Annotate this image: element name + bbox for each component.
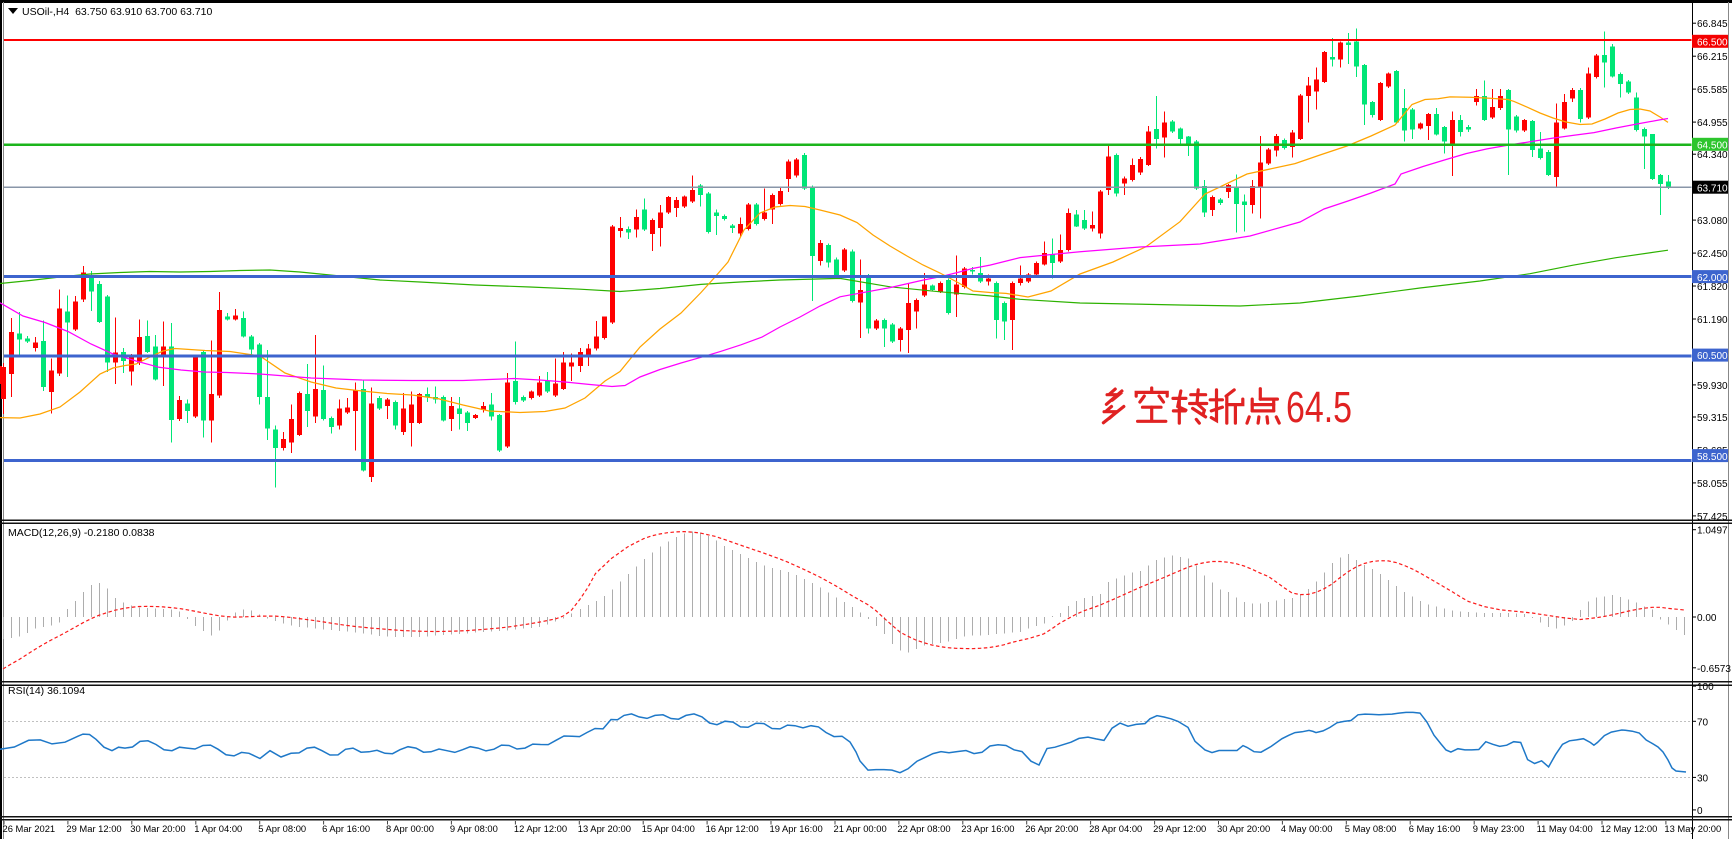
svg-text:70: 70 xyxy=(1697,717,1709,728)
svg-text:19 Apr 16:00: 19 Apr 16:00 xyxy=(770,823,823,834)
svg-text:100: 100 xyxy=(1697,682,1714,693)
svg-text:21 Apr 00:00: 21 Apr 00:00 xyxy=(834,823,887,834)
svg-text:59.930: 59.930 xyxy=(1697,381,1728,392)
svg-text:57.425: 57.425 xyxy=(1697,512,1728,523)
svg-text:64.955: 64.955 xyxy=(1697,118,1728,129)
svg-text:USOil-,H4 63.750 63.910 63.70: USOil-,H4 63.750 63.910 63.700 63.710 xyxy=(22,6,212,18)
svg-text:23 Apr 16:00: 23 Apr 16:00 xyxy=(961,823,1014,834)
svg-text:12 May 12:00: 12 May 12:00 xyxy=(1601,823,1658,834)
svg-text:15 Apr 04:00: 15 Apr 04:00 xyxy=(642,823,695,834)
svg-text:61.820: 61.820 xyxy=(1697,282,1728,293)
svg-text:61.190: 61.190 xyxy=(1697,315,1728,326)
svg-text:62.000: 62.000 xyxy=(1697,273,1728,284)
svg-text:30 Mar 20:00: 30 Mar 20:00 xyxy=(130,823,185,834)
svg-text:59.315: 59.315 xyxy=(1697,413,1728,424)
svg-text:8 Apr 00:00: 8 Apr 00:00 xyxy=(386,823,434,834)
svg-text:1 Apr 04:00: 1 Apr 04:00 xyxy=(194,823,242,834)
svg-text:12 Apr 12:00: 12 Apr 12:00 xyxy=(514,823,567,834)
svg-text:63.080: 63.080 xyxy=(1697,216,1728,227)
svg-text:66.845: 66.845 xyxy=(1697,19,1728,30)
svg-text:58.055: 58.055 xyxy=(1697,479,1728,490)
svg-text:22 Apr 08:00: 22 Apr 08:00 xyxy=(897,823,950,834)
svg-text:62.450: 62.450 xyxy=(1697,249,1728,260)
svg-text:30: 30 xyxy=(1697,773,1709,784)
svg-text:64.500: 64.500 xyxy=(1697,141,1728,152)
svg-text:26 Apr 20:00: 26 Apr 20:00 xyxy=(1025,823,1078,834)
svg-text:66.500: 66.500 xyxy=(1697,38,1728,49)
svg-text:29 Apr 12:00: 29 Apr 12:00 xyxy=(1153,823,1206,834)
svg-text:26 Mar 2021: 26 Mar 2021 xyxy=(3,823,56,834)
svg-text:64.5: 64.5 xyxy=(1286,383,1352,432)
svg-text:RSI(14) 36.1094: RSI(14) 36.1094 xyxy=(8,685,85,697)
svg-text:29 Mar 12:00: 29 Mar 12:00 xyxy=(66,823,121,834)
svg-text:MACD(12,26,9) -0.2180 0.0838: MACD(12,26,9) -0.2180 0.0838 xyxy=(8,527,155,539)
svg-text:28 Apr 04:00: 28 Apr 04:00 xyxy=(1089,823,1142,834)
svg-text:6 Apr 16:00: 6 Apr 16:00 xyxy=(322,823,370,834)
svg-text:65.585: 65.585 xyxy=(1697,85,1728,96)
svg-text:9 May 23:00: 9 May 23:00 xyxy=(1473,823,1525,834)
svg-text:0.00: 0.00 xyxy=(1697,613,1717,624)
svg-text:63.710: 63.710 xyxy=(1697,183,1728,194)
svg-text:9 Apr 08:00: 9 Apr 08:00 xyxy=(450,823,498,834)
svg-text:0: 0 xyxy=(1697,806,1703,817)
svg-text:13 Apr 20:00: 13 Apr 20:00 xyxy=(578,823,631,834)
svg-text:66.215: 66.215 xyxy=(1697,52,1728,63)
svg-text:5 May 08:00: 5 May 08:00 xyxy=(1345,823,1397,834)
svg-text:16 Apr 12:00: 16 Apr 12:00 xyxy=(706,823,759,834)
svg-text:6 May 16:00: 6 May 16:00 xyxy=(1409,823,1461,834)
svg-text:60.500: 60.500 xyxy=(1697,351,1728,362)
svg-text:-0.6573: -0.6573 xyxy=(1697,664,1731,675)
svg-text:30 Apr 20:00: 30 Apr 20:00 xyxy=(1217,823,1270,834)
svg-text:4 May 00:00: 4 May 00:00 xyxy=(1281,823,1333,834)
svg-text:58.500: 58.500 xyxy=(1697,452,1728,463)
svg-text:13 May 20:00: 13 May 20:00 xyxy=(1664,823,1721,834)
svg-text:1.0497: 1.0497 xyxy=(1697,526,1728,537)
svg-text:5 Apr 08:00: 5 Apr 08:00 xyxy=(258,823,306,834)
svg-text:11 May 04:00: 11 May 04:00 xyxy=(1537,823,1593,834)
svg-text:64.340: 64.340 xyxy=(1697,150,1728,161)
